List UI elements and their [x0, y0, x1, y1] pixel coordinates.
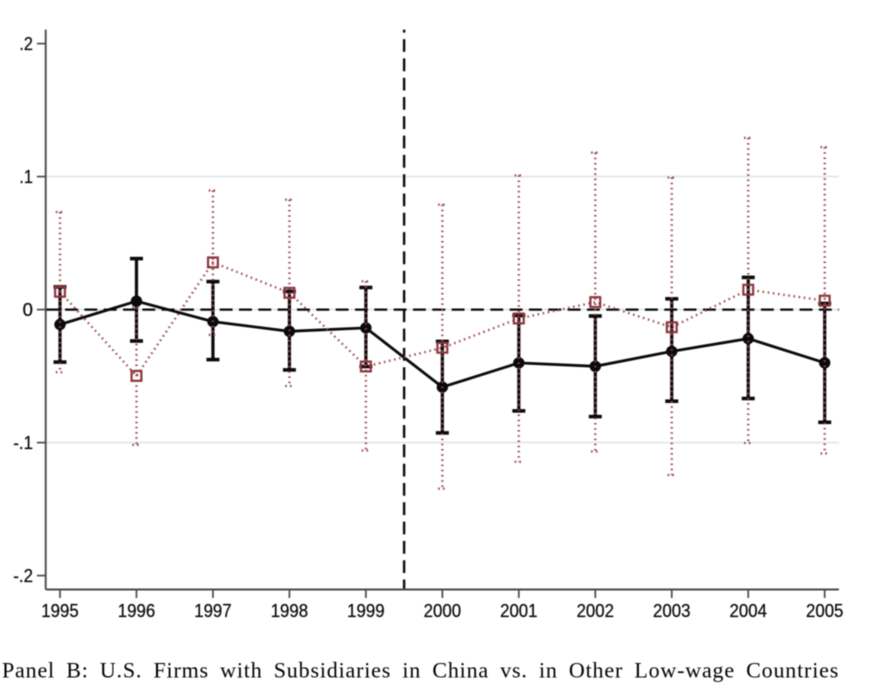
svg-text:0: 0 — [23, 299, 33, 320]
svg-text:1995: 1995 — [41, 600, 78, 621]
svg-text:2003: 2003 — [653, 600, 690, 621]
svg-text:1997: 1997 — [194, 600, 231, 621]
svg-text:1999: 1999 — [347, 600, 384, 621]
svg-text:.2: .2 — [19, 33, 33, 54]
svg-text:1996: 1996 — [118, 600, 155, 621]
svg-text:-.1: -.1 — [13, 432, 33, 453]
svg-text:2005: 2005 — [806, 600, 843, 621]
svg-text:2002: 2002 — [577, 600, 614, 621]
svg-text:2000: 2000 — [424, 600, 461, 621]
svg-text:.1: .1 — [19, 166, 33, 187]
svg-text:2004: 2004 — [730, 600, 767, 621]
svg-text:1998: 1998 — [271, 600, 308, 621]
svg-text:Panel B: U.S. Firms with Subsi: Panel B: U.S. Firms with Subsidiaries in… — [2, 658, 839, 683]
svg-text:2001: 2001 — [500, 600, 537, 621]
svg-text:-.2: -.2 — [13, 565, 33, 586]
